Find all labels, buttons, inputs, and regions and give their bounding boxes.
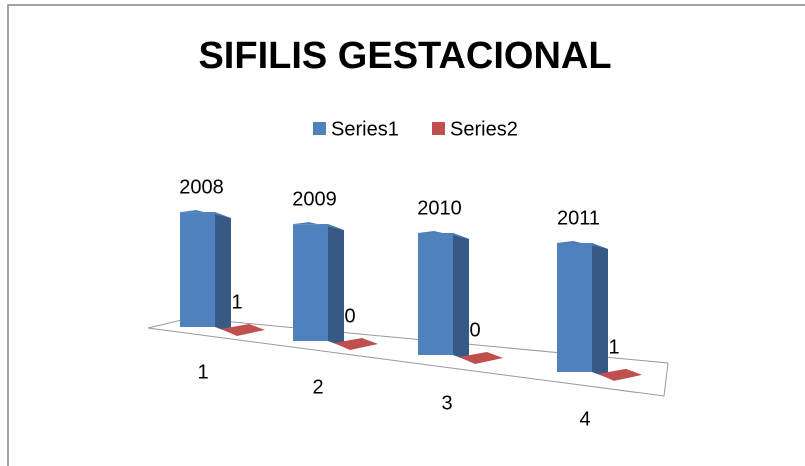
data-label: 0 [469, 319, 480, 341]
bar [598, 368, 642, 381]
data-label: 2010 [417, 197, 462, 219]
legend-swatch [432, 122, 445, 135]
legend-label: Series1 [331, 118, 399, 140]
bar-face [592, 243, 608, 378]
bar-face [215, 212, 231, 333]
bar [418, 231, 469, 361]
data-label: 2011 [557, 207, 600, 229]
data-label: 2009 [292, 188, 337, 210]
data-label: 1 [231, 291, 242, 313]
legend-label: Series2 [450, 118, 518, 140]
floor [147, 317, 669, 397]
chart-frame [7, 4, 805, 466]
bar [459, 352, 503, 364]
bar-face [453, 233, 469, 361]
bar-face [418, 233, 453, 355]
chart-title: SIFILIS GESTACIONAL [198, 35, 611, 77]
bar-face [557, 243, 592, 372]
bar-face [328, 224, 344, 347]
bar [221, 323, 265, 336]
data-label: 1 [608, 336, 619, 358]
data-label: 2008 [179, 176, 224, 198]
bar [293, 222, 344, 347]
x-tick-label: 2 [312, 376, 323, 398]
x-tick-label: 1 [197, 361, 208, 383]
bar [334, 338, 378, 350]
x-tick-label: 4 [579, 408, 590, 430]
bar [180, 210, 231, 333]
legend-swatch [313, 122, 326, 135]
bar [557, 241, 608, 378]
bar-face [293, 224, 328, 341]
x-tick-label: 3 [441, 392, 452, 414]
bar-face [180, 212, 215, 327]
data-label: 0 [344, 305, 355, 327]
